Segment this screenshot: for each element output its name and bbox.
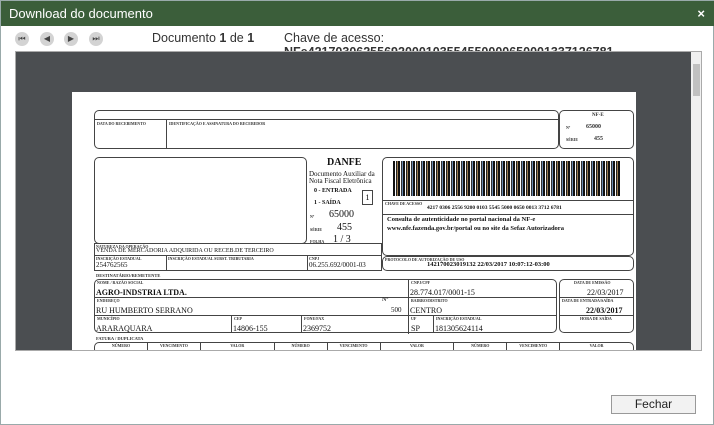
dest-ie-label: INSCRIÇÃO ESTADUAL [436,316,482,321]
num-value: 65000 [586,124,601,130]
fatura-col: NÚMERO [95,343,148,350]
folha-label: FOLHA [310,239,325,244]
tipo-box: 1 [362,190,373,205]
folha-value: 1 / 3 [333,234,351,245]
danfe-title: DANFE [327,157,362,168]
ie-value: 254762565 [96,261,128,269]
scrollbar-thumb[interactable] [693,64,700,96]
fatura-col: VALOR [589,343,604,348]
protocolo-value: 142170023019132 22/03/2017 10:07:12-03:0… [427,261,550,268]
danfe-num: 65000 [329,209,354,220]
dest-box: NOME / RAZÃO SOCIAL AGRO-INDSTRIA LTDA. … [94,279,557,334]
protocolo-box: PROTOCOLO DE AUTORIZAÇÃO DE USO 142170023… [382,256,634,271]
canhoto-nfe-box: NF-E Nº 65000 SÉRIE 455 [559,110,634,149]
ie-label: INSCRIÇÃO ESTADUAL [96,256,142,261]
first-page-button[interactable]: ⏮ [15,32,29,46]
consulta-line-1: Consulta de autenticidade no portal naci… [387,216,536,223]
last-page-button[interactable]: ⏭ [89,32,103,46]
cep-value: 14806-155 [233,324,268,333]
entrada-label: 0 - ENTRADA [314,188,352,194]
canhoto-ident-label: IDENTIFICAÇÃO E ASSINATURA DO RECEBEDOR [169,121,266,126]
fatura-col: VENCIMENTO [507,343,561,350]
natureza-label: NATUREZA DA OPERAÇÃO [96,244,149,249]
cnpj-label: CNPJ [309,256,320,261]
fatura-col: VENCIMENTO [328,343,381,350]
document-viewer[interactable]: DATA DO RECEBIMENTO IDENTIFICAÇÃO E ASSI… [15,51,702,351]
dest-section-label: DESTINATÁRIO/REMETENTE [96,273,161,278]
nfe-label: NF-E [592,113,604,118]
doc-total: 1 [247,31,255,45]
danfe-subtitle-1: Documento Auxiliar da [309,170,375,178]
saida-date-value: 22/03/2017 [586,306,623,315]
uf-value: SP [411,324,420,333]
dest-num-value: 500 [391,306,402,314]
iest-label: INSCRIÇÃO ESTADUAL SUBST. TRIBUTARIA [168,256,254,261]
dest-cnpj-label: CNPJ/CPF [411,280,431,285]
barcode [393,161,621,196]
danfe-header: DANFE Documento Auxiliar da Nota Fiscal … [307,157,382,245]
cnpj-box: CNPJ 06.255.692/0001-03 [307,255,382,271]
danfe-serie-label: SÉRIE [310,227,323,232]
emitente-box [94,157,307,244]
hora-label: HORA DE SAÍDA [580,316,612,321]
serie-label: SÉRIE [566,137,579,142]
protocolo-label: PROTOCOLO DE AUTORIZAÇÃO DE USO [385,257,465,262]
fatura-col: NÚMERO [454,343,508,350]
fatura-header: NÚMERO VENCIMENTO VALOR NÚMERO VENCIMENT… [94,342,634,350]
dest-cnpj-value: 28.774.017/0001-15 [410,288,475,297]
fatura-section-label: FATURA / DUPLICATA [96,336,144,341]
endereco-value: RU HUMBERTO SERRANO [96,306,193,315]
fone-label: FONE/FAX [304,316,325,321]
municipio-label: MUNICÍPIO [97,316,120,321]
page-indicator: Documento 1 de 1 [152,31,254,45]
bairro-value: CENTRO [410,306,442,315]
fatura-col: NÚMERO [275,343,328,350]
dest-num-label: Nº [382,297,389,303]
next-page-button[interactable]: ▶ [64,32,78,46]
danfe-num-label: Nº [310,214,315,219]
close-button[interactable]: Fechar [611,395,696,414]
canhoto-box: DATA DO RECEBIMENTO IDENTIFICAÇÃO E ASSI… [94,110,559,149]
canhoto-data-label: DATA DO RECEBIMENTO [97,121,146,126]
previous-page-button[interactable]: ◀ [40,32,54,46]
saida-label: 1 - SAÍDA [314,200,341,206]
nome-value: AGRO-INDSTRIA LTDA. [96,288,187,297]
natureza-value: VENDA DE MERCADORIA ADQUIRIDA OU RECEB.D… [96,248,274,254]
fone-value: 2369752 [303,324,331,333]
dates-box: DATA DE EMISSÃO 22/03/2017 DATA DE ENTRA… [559,279,634,333]
bairro-label: BAIRRO/DISTRITO [411,298,448,303]
danfe-page: DATA DO RECEBIMENTO IDENTIFICAÇÃO E ASSI… [72,92,636,350]
nome-label: NOME / RAZÃO SOCIAL [97,280,144,285]
emissao-value: 22/03/2017 [587,288,624,297]
dest-ie-value: 181305624114 [435,324,483,333]
emissao-label: DATA DE EMISSÃO [574,280,611,285]
cep-label: CEP [234,316,242,321]
fatura-col: VALOR [381,343,455,350]
doc-current: 1 [219,31,227,45]
scrollbar[interactable] [691,52,701,350]
fatura-col: VENCIMENTO [148,343,201,350]
saida-date-label: DATA DE ENTRADA/SAÍDA [562,298,614,303]
close-icon[interactable]: × [697,6,705,21]
num-label: Nº [566,125,571,130]
danfe-subtitle-2: Nota Fiscal Eletrônica [309,177,372,185]
barcode-box: CHAVE DE ACESSO 4217 0306 2556 9200 0103… [382,157,634,256]
ie-box: INSCRIÇÃO ESTADUAL 254762565 [94,255,167,271]
consulta-line-2: www.nfe.fazenda.gov.br/portal ou no site… [387,225,564,232]
title-bar: Download do documento × [1,1,714,26]
chave-label: CHAVE DE ACESSO [385,201,423,206]
iest-box: INSCRIÇÃO ESTADUAL SUBST. TRIBUTARIA [166,255,308,271]
cnpj-value: 06.255.692/0001-03 [309,261,366,269]
danfe-serie: 455 [337,222,352,233]
municipio-value: ARARAQUARA [96,324,153,333]
serie-value: 455 [594,136,603,142]
doc-label: Documento [152,31,216,45]
fatura-col: VALOR [201,343,275,350]
chave-value: 4217 0306 2556 9200 0103 5545 5000 0650 … [427,205,562,211]
uf-label: UF [411,316,417,321]
doc-of: de [229,31,244,45]
key-label: Chave de acesso: [284,31,385,45]
window-title: Download do documento [9,6,153,21]
endereco-label: ENDEREÇO [97,298,120,303]
